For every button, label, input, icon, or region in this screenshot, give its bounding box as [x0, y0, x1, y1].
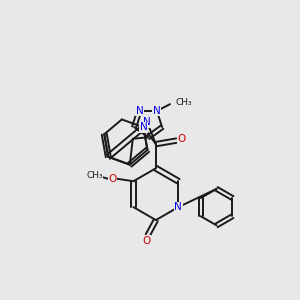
Text: O: O: [109, 174, 117, 184]
Text: O: O: [178, 134, 186, 144]
Text: N: N: [153, 106, 160, 116]
Text: CH₃: CH₃: [176, 98, 193, 107]
Text: N: N: [136, 106, 143, 116]
Text: O: O: [142, 236, 150, 246]
Text: N: N: [143, 117, 151, 127]
Text: N: N: [140, 122, 147, 132]
Text: N: N: [175, 202, 182, 212]
Text: CH₃: CH₃: [86, 171, 103, 180]
